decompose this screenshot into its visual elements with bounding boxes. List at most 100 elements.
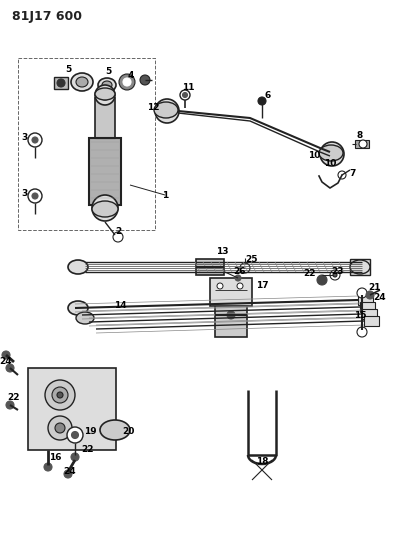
Text: 7: 7 [350,169,356,179]
Circle shape [235,275,241,281]
Circle shape [237,283,243,289]
Circle shape [182,93,188,98]
Text: 1: 1 [162,191,168,200]
Text: 19: 19 [84,427,96,437]
Text: 24: 24 [0,358,12,367]
Bar [95,98,115,138]
Bar [364,316,379,326]
Circle shape [71,432,78,439]
Circle shape [6,401,14,409]
Text: 22: 22 [8,393,20,402]
Ellipse shape [76,312,94,324]
Text: 21: 21 [369,284,381,293]
Circle shape [2,351,10,359]
Circle shape [317,275,327,285]
Circle shape [359,140,367,148]
Bar [360,302,375,312]
Circle shape [333,273,337,277]
Ellipse shape [76,77,88,87]
Circle shape [95,85,115,105]
Circle shape [338,171,346,179]
Text: 25: 25 [246,255,258,264]
Text: 3: 3 [22,133,28,142]
Circle shape [140,75,150,85]
Bar [28,368,116,450]
Text: 10: 10 [324,158,336,167]
Ellipse shape [71,73,93,91]
Ellipse shape [92,201,118,217]
Circle shape [28,133,42,147]
Circle shape [44,463,52,471]
Circle shape [240,263,250,273]
Text: 6: 6 [265,92,271,101]
Circle shape [100,90,110,100]
Text: 20: 20 [122,427,134,437]
Bar [355,140,369,148]
Circle shape [320,142,344,166]
Circle shape [57,79,65,87]
Ellipse shape [102,81,112,89]
Text: 10: 10 [308,150,320,159]
Circle shape [48,416,72,440]
Circle shape [155,99,179,123]
Circle shape [330,270,340,280]
Circle shape [161,105,173,117]
Ellipse shape [68,301,88,315]
Text: 81J17 600: 81J17 600 [12,10,82,23]
Bar [358,295,373,305]
Text: 13: 13 [216,247,228,256]
Circle shape [52,387,68,403]
Text: 14: 14 [114,301,126,310]
Circle shape [45,380,75,410]
Text: 23: 23 [332,268,344,277]
Text: 5: 5 [105,67,111,76]
Circle shape [71,453,79,461]
Bar [89,138,121,205]
Circle shape [57,392,63,398]
Circle shape [92,195,118,221]
Text: 12: 12 [147,103,159,112]
Circle shape [180,90,190,100]
Bar [362,309,377,319]
Circle shape [258,97,266,105]
Circle shape [28,189,42,203]
Circle shape [227,311,235,319]
Ellipse shape [154,102,178,118]
Text: 22: 22 [82,446,94,455]
Circle shape [366,291,374,299]
Ellipse shape [100,420,130,440]
Circle shape [99,202,111,214]
Circle shape [67,427,83,443]
Ellipse shape [319,145,343,161]
Text: 17: 17 [256,280,268,289]
Ellipse shape [68,260,88,274]
Bar [215,295,247,337]
Bar [210,278,252,306]
Circle shape [6,364,14,372]
Ellipse shape [98,78,116,92]
Text: 3: 3 [22,190,28,198]
Circle shape [119,74,135,90]
Text: 18: 18 [256,457,268,466]
Circle shape [32,193,38,199]
Circle shape [64,470,72,478]
Text: 26: 26 [234,268,246,277]
Bar [196,259,224,275]
Text: 15: 15 [354,311,366,319]
Ellipse shape [350,260,370,274]
Text: 24: 24 [374,294,386,303]
Circle shape [113,232,123,242]
Circle shape [217,283,223,289]
Text: 2: 2 [115,228,121,237]
Text: 16: 16 [49,454,61,463]
Text: 4: 4 [128,71,134,80]
Circle shape [326,148,338,160]
Bar [18,58,155,230]
Circle shape [357,327,367,337]
Circle shape [123,78,131,86]
Text: 22: 22 [304,270,316,279]
Text: 24: 24 [64,467,76,477]
Text: 5: 5 [65,66,71,75]
Circle shape [357,288,367,298]
Ellipse shape [95,88,115,100]
